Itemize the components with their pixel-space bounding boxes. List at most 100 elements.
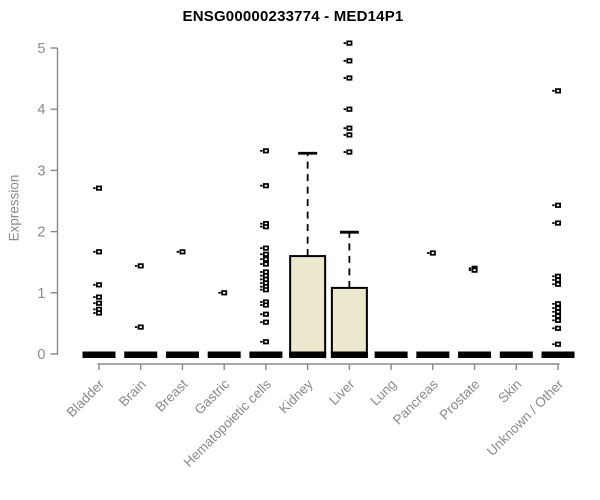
outlier-dash bbox=[552, 315, 555, 317]
outlier-dash bbox=[552, 327, 555, 330]
outlier-center bbox=[264, 304, 268, 306]
median-bar bbox=[541, 351, 575, 358]
box-body bbox=[289, 255, 327, 356]
outlier-center bbox=[556, 89, 560, 92]
y-tick-label: 4 bbox=[37, 102, 45, 118]
outlier-dash bbox=[93, 187, 96, 190]
outlier-dash bbox=[134, 264, 138, 267]
outlier-center bbox=[556, 307, 560, 309]
outlier-center bbox=[556, 279, 560, 281]
outlier-dash bbox=[218, 291, 221, 294]
outlier-dash bbox=[93, 308, 96, 311]
median-bar bbox=[82, 351, 116, 358]
outlier-dash bbox=[260, 313, 263, 316]
x-tick-label-liver: Liver bbox=[326, 376, 358, 408]
outlier-dash bbox=[260, 258, 263, 261]
x-tick-label-brain: Brain bbox=[116, 377, 149, 410]
outlier-dash bbox=[134, 326, 138, 328]
outlier-center bbox=[264, 313, 268, 316]
outlier-dash bbox=[93, 302, 96, 305]
x-tick-label-unknown-other: Unknown / Other bbox=[484, 376, 567, 459]
outlier-center bbox=[556, 310, 560, 313]
outlier-dash bbox=[93, 250, 96, 253]
outlier-dash bbox=[260, 301, 263, 303]
outlier-center bbox=[264, 340, 268, 343]
outlier-dash bbox=[552, 275, 555, 278]
outlier-dash bbox=[260, 321, 263, 324]
outlier-center bbox=[348, 42, 351, 45]
outlier-center bbox=[348, 134, 351, 136]
outlier-dash bbox=[468, 267, 472, 270]
y-tick-label: 3 bbox=[37, 163, 45, 179]
outlier-center bbox=[264, 222, 268, 225]
x-tick-label-gastric: Gastric bbox=[191, 376, 232, 417]
outlier-dash bbox=[260, 288, 263, 291]
outlier-dash bbox=[552, 279, 555, 281]
outlier-center bbox=[97, 308, 101, 311]
outlier-dash bbox=[468, 269, 472, 272]
outlier-center bbox=[264, 285, 268, 288]
outlier-center bbox=[222, 291, 226, 294]
x-tick-label-bladder: Bladder bbox=[64, 376, 108, 420]
outlier-dash bbox=[343, 134, 346, 136]
outlier-center bbox=[556, 327, 560, 330]
y-axis-label: Expression bbox=[6, 174, 22, 242]
outlier-center bbox=[97, 302, 101, 305]
outlier-center bbox=[264, 288, 268, 291]
median-bar bbox=[458, 351, 492, 358]
outlier-dash bbox=[552, 204, 555, 207]
outlier-center bbox=[97, 296, 101, 298]
outlier-center bbox=[139, 264, 142, 267]
outlier-dash bbox=[260, 274, 263, 277]
x-tick-label-kidney: Kidney bbox=[276, 376, 316, 416]
median-bar bbox=[330, 351, 368, 358]
median-bar bbox=[124, 351, 158, 358]
median-bar bbox=[499, 351, 533, 358]
x-tick-label-breast: Breast bbox=[152, 376, 190, 414]
outlier-center bbox=[97, 187, 101, 190]
outlier-dash bbox=[552, 307, 555, 309]
outlier-center bbox=[264, 253, 268, 256]
outlier-center bbox=[556, 283, 560, 286]
outlier-center bbox=[556, 222, 560, 224]
outlier-dash bbox=[552, 343, 555, 346]
outlier-center bbox=[348, 151, 351, 153]
outlier-center bbox=[139, 326, 142, 328]
outlier-center bbox=[97, 312, 101, 314]
outlier-dash bbox=[93, 283, 96, 286]
outlier-center bbox=[556, 315, 560, 317]
x-tick-label-pancreas: Pancreas bbox=[390, 376, 441, 427]
outlier-center bbox=[97, 283, 101, 286]
chart-title: ENSG00000233774 - MED14P1 bbox=[182, 8, 404, 25]
outlier-dash bbox=[552, 310, 555, 313]
outlier-center bbox=[431, 252, 435, 254]
outlier-dash bbox=[260, 184, 263, 187]
outlier-center bbox=[556, 343, 560, 346]
outlier-dash bbox=[343, 59, 346, 62]
outlier-center bbox=[473, 269, 476, 272]
outlier-dash bbox=[260, 282, 263, 284]
outlier-center bbox=[556, 319, 560, 322]
x-tick-label-lung: Lung bbox=[367, 377, 399, 409]
outlier-center bbox=[264, 184, 268, 187]
median-bar bbox=[416, 351, 450, 358]
outlier-center bbox=[264, 258, 268, 261]
outlier-dash bbox=[260, 247, 263, 250]
outlier-dash bbox=[260, 225, 263, 228]
outlier-dash bbox=[552, 283, 555, 286]
outlier-dash bbox=[343, 127, 346, 130]
outlier-center bbox=[264, 271, 268, 273]
outlier-dash bbox=[260, 278, 263, 281]
outlier-dash bbox=[260, 340, 263, 343]
outlier-center bbox=[556, 275, 560, 278]
outlier-center bbox=[348, 77, 351, 79]
outlier-dash bbox=[343, 108, 346, 111]
median-bar bbox=[249, 351, 283, 358]
median-bar bbox=[165, 351, 199, 358]
outlier-center bbox=[348, 127, 351, 130]
outlier-dash bbox=[343, 77, 346, 79]
x-tick-label-skin: Skin bbox=[495, 377, 524, 406]
outlier-dash bbox=[343, 42, 346, 45]
x-tick-label-prostate: Prostate bbox=[437, 377, 483, 423]
outlier-dash bbox=[260, 149, 263, 152]
